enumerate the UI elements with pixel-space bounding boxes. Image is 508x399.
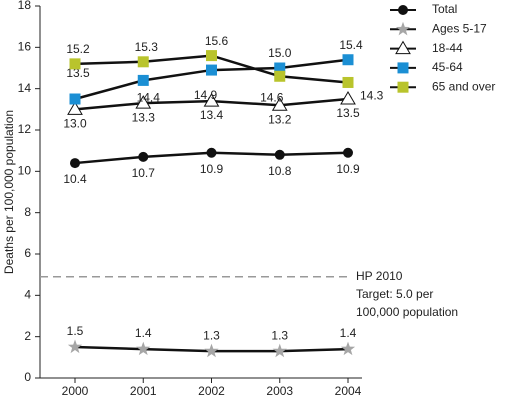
point	[69, 93, 81, 105]
data-label: 13.5	[336, 106, 360, 120]
point	[274, 62, 286, 74]
reference-label: 100,000 population	[356, 305, 458, 319]
data-label: 14.3	[360, 89, 384, 103]
point	[203, 93, 220, 107]
y-tick-label: 14	[18, 81, 32, 95]
x-tick-label: 2003	[266, 384, 293, 398]
data-label: 10.9	[336, 162, 360, 176]
data-label: 1.3	[203, 328, 220, 342]
data-label: 13.2	[268, 112, 292, 126]
point	[274, 149, 285, 160]
y-tick-label: 12	[18, 122, 32, 136]
legend-label: 45-64	[432, 60, 463, 74]
legend-marker	[395, 40, 411, 55]
x-tick-label: 2000	[62, 384, 89, 398]
point	[342, 54, 354, 66]
data-label: 14.9	[194, 88, 218, 102]
point	[272, 343, 287, 358]
point	[340, 91, 356, 105]
legend-label: Ages 5-17	[432, 21, 487, 35]
legend-marker	[397, 62, 409, 74]
data-label: 14.6	[260, 90, 284, 104]
data-label: 15.0	[268, 46, 292, 60]
y-tick-label: 8	[24, 205, 31, 219]
point	[340, 341, 356, 356]
point	[342, 76, 354, 88]
point	[136, 341, 151, 356]
y-tick-label: 0	[24, 370, 31, 384]
data-label: 10.9	[200, 162, 224, 176]
data-label: 10.4	[63, 172, 87, 186]
reference-label: Target: 5.0 per	[356, 287, 433, 301]
point	[67, 101, 83, 115]
y-tick-label: 18	[18, 0, 32, 12]
data-label: 15.6	[205, 34, 229, 48]
legend-label: Total	[432, 2, 457, 16]
point	[206, 64, 217, 76]
data-label: 1.3	[271, 328, 288, 342]
y-tick-label: 16	[18, 40, 32, 54]
point	[343, 147, 353, 158]
reference-label: HP 2010	[356, 269, 403, 283]
data-label: 15.2	[66, 42, 90, 56]
data-label: 1.4	[340, 326, 357, 340]
legend-marker	[397, 81, 409, 93]
data-label: 10.8	[268, 164, 292, 178]
point	[274, 70, 286, 82]
x-tick-label: 2001	[130, 384, 157, 398]
y-tick-label: 6	[24, 246, 31, 260]
data-label: 13.0	[63, 117, 87, 131]
x-tick-label: 2002	[198, 384, 225, 398]
legend-marker	[395, 21, 411, 36]
point	[206, 50, 217, 62]
legend-label: 65 and over	[432, 79, 495, 93]
data-label: 15.4	[339, 38, 363, 52]
point	[204, 343, 219, 358]
point	[138, 151, 149, 162]
y-tick-label: 2	[24, 329, 31, 343]
data-label: 13.4	[200, 108, 224, 122]
point	[67, 339, 83, 354]
x-tick-label: 2004	[335, 384, 362, 398]
legend-label: 18-44	[432, 41, 463, 55]
data-label: 1.5	[67, 324, 84, 338]
data-label: 14.4	[137, 91, 161, 105]
data-label: 10.7	[132, 166, 156, 180]
y-tick-label: 10	[18, 164, 32, 178]
data-label: 1.4	[135, 326, 152, 340]
data-label: 15.3	[135, 40, 159, 54]
y-tick-label: 4	[24, 288, 31, 302]
point	[135, 95, 152, 109]
legend-marker	[398, 5, 408, 15]
point	[70, 158, 80, 169]
point	[271, 97, 288, 111]
point	[69, 58, 81, 70]
point	[137, 74, 149, 86]
point	[206, 147, 217, 158]
data-label: 13.3	[132, 110, 156, 124]
y-axis-label: Deaths per 100,000 population	[2, 110, 16, 274]
point	[137, 56, 149, 68]
data-label: 13.5	[66, 66, 90, 80]
